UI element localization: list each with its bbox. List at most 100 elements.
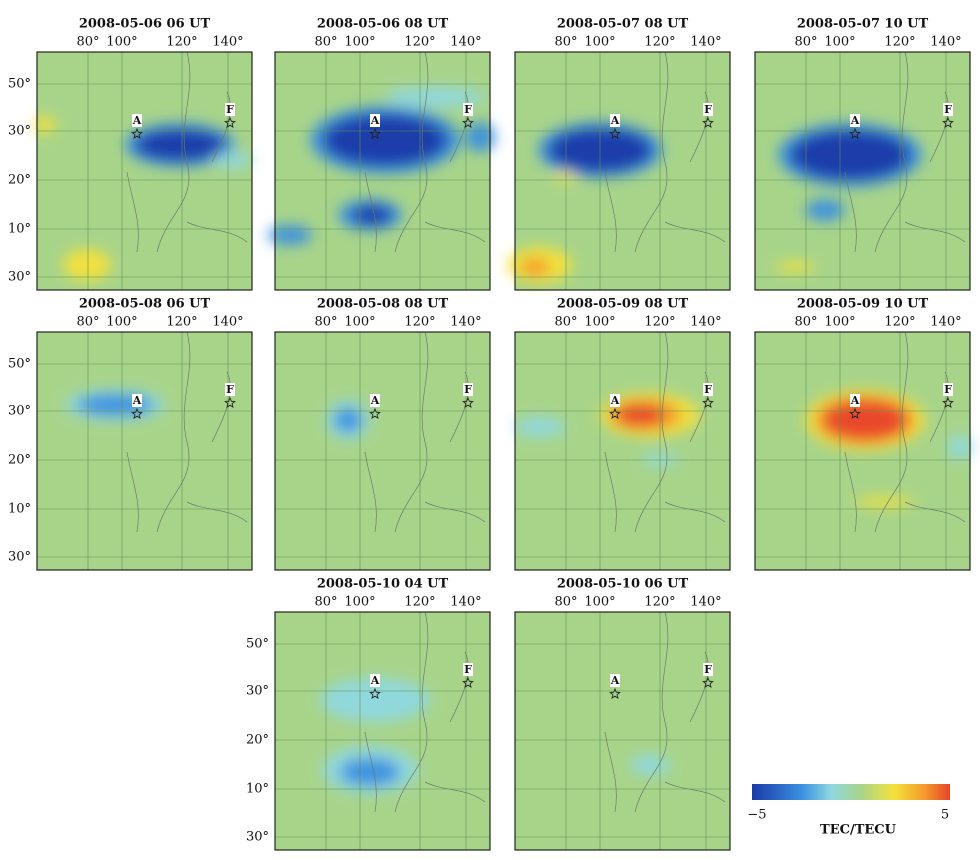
marker-label-bg bbox=[610, 114, 620, 127]
map-background bbox=[37, 332, 252, 570]
longitude-label: 100° bbox=[584, 315, 615, 330]
latitude-label: 30° bbox=[8, 270, 31, 285]
latitude-label: 10° bbox=[8, 222, 31, 237]
marker-label: A bbox=[370, 674, 380, 687]
tec-anomaly bbox=[268, 225, 312, 245]
marker-label: A bbox=[370, 114, 380, 127]
station-star bbox=[224, 396, 236, 408]
anomaly-layer bbox=[35, 116, 252, 281]
marker-label-bg bbox=[850, 394, 860, 407]
longitude-label: 80° bbox=[794, 315, 817, 330]
anomaly-layer bbox=[320, 678, 430, 794]
map-frame bbox=[36, 331, 253, 571]
longitude-label: 140° bbox=[450, 315, 481, 330]
marker-label: F bbox=[464, 663, 472, 676]
station-star bbox=[942, 396, 954, 408]
map-background bbox=[275, 332, 490, 570]
tec-anomaly bbox=[63, 249, 111, 281]
colorbar-max: 5 bbox=[941, 808, 949, 823]
longitude-label: 140° bbox=[690, 315, 721, 330]
longitude-label: 120° bbox=[644, 595, 675, 610]
longitude-label: 140° bbox=[690, 35, 721, 50]
anomaly-layer bbox=[65, 389, 165, 421]
latitude-label: 20° bbox=[8, 453, 31, 468]
marker-label-bg bbox=[132, 394, 142, 407]
panel-title: 2008-05-08 08 UT bbox=[317, 297, 449, 312]
anomaly-layer bbox=[630, 755, 670, 775]
longitude-label: 100° bbox=[824, 315, 855, 330]
station-star bbox=[369, 687, 381, 699]
tec-anomaly bbox=[775, 262, 815, 272]
station-star bbox=[369, 407, 381, 419]
panel-title: 2008-05-08 06 UT bbox=[79, 297, 211, 312]
station-star bbox=[702, 396, 714, 408]
longitude-label: 140° bbox=[212, 35, 243, 50]
marker-label-bg bbox=[610, 674, 620, 687]
anomaly-layer bbox=[515, 393, 700, 466]
latitude-label: 10° bbox=[8, 502, 31, 517]
map-panel: 2008-05-07 10 UT 80° 100° 120° 140° A F bbox=[754, 17, 971, 291]
longitude-label: 120° bbox=[404, 315, 435, 330]
station-star bbox=[462, 116, 474, 128]
station-star bbox=[702, 676, 714, 688]
latitude-label: 30° bbox=[246, 684, 269, 699]
map-frame bbox=[514, 331, 731, 571]
longitude-label: 80° bbox=[314, 35, 337, 50]
anomaly-layer bbox=[326, 400, 370, 440]
station-star bbox=[849, 407, 861, 419]
panel-title: 2008-05-07 08 UT bbox=[557, 17, 689, 32]
colorbar bbox=[752, 784, 950, 800]
tec-anomaly bbox=[855, 497, 915, 507]
marker-label-bg bbox=[370, 114, 380, 127]
longitude-label: 120° bbox=[166, 35, 197, 50]
map-frame bbox=[514, 51, 731, 291]
marker-label-bg bbox=[610, 394, 620, 407]
marker-label-bg bbox=[370, 394, 380, 407]
marker-label-bg bbox=[703, 103, 713, 116]
station-star bbox=[609, 407, 621, 419]
latitude-label: 20° bbox=[246, 733, 269, 748]
panel-title: 2008-05-07 10 UT bbox=[797, 17, 929, 32]
map-panel: 2008-05-06 06 UT 80° 100° 120° 140° 50° 30° 20°… bbox=[8, 17, 253, 291]
tec-anomaly bbox=[805, 199, 845, 221]
map-panel: 2008-05-07 08 UT 80° 100° 120° 140° A F bbox=[508, 17, 731, 291]
longitude-label: 100° bbox=[584, 595, 615, 610]
marker-label: A bbox=[610, 674, 620, 687]
tec-anomaly bbox=[553, 172, 577, 182]
latitude-label: 30° bbox=[246, 830, 269, 845]
marker-label-bg bbox=[370, 674, 380, 687]
longitude-label: 100° bbox=[344, 35, 375, 50]
tec-anomaly bbox=[212, 152, 252, 168]
tec-anomaly bbox=[465, 122, 495, 152]
tec-anomaly bbox=[790, 130, 910, 180]
latitude-label: 20° bbox=[8, 173, 31, 188]
marker-label: F bbox=[464, 103, 472, 116]
colorbar-label: TEC/TECU bbox=[820, 823, 897, 838]
marker-label-bg bbox=[943, 103, 953, 116]
tec-anomaly bbox=[323, 114, 447, 166]
tec-anomaly bbox=[135, 129, 225, 161]
panel-title: 2008-05-09 10 UT bbox=[797, 297, 929, 312]
panel-title: 2008-05-10 04 UT bbox=[317, 577, 449, 592]
station-star bbox=[702, 116, 714, 128]
map-panel: 2008-05-09 08 UT 80° 100° 120° 140° A F bbox=[514, 297, 731, 571]
map-frame bbox=[274, 611, 491, 851]
station-star bbox=[849, 127, 861, 139]
latitude-label: 50° bbox=[246, 637, 269, 652]
map-panel: 2008-05-06 08 UT 80° 100° 120° 140° A F bbox=[268, 17, 495, 291]
latitude-label: 50° bbox=[8, 357, 31, 372]
station-star bbox=[369, 127, 381, 139]
station-star bbox=[131, 407, 143, 419]
station-star bbox=[131, 127, 143, 139]
marker-label: A bbox=[132, 114, 142, 127]
station-star bbox=[609, 127, 621, 139]
map-frame bbox=[754, 51, 971, 291]
map-frame bbox=[754, 331, 971, 571]
colorbar-min: −5 bbox=[747, 808, 766, 823]
marker-label: F bbox=[226, 103, 234, 116]
anomaly-layer bbox=[775, 123, 922, 272]
marker-label: F bbox=[944, 103, 952, 116]
longitude-label: 100° bbox=[106, 315, 137, 330]
station-star bbox=[462, 396, 474, 408]
tec-anomaly bbox=[948, 435, 972, 459]
